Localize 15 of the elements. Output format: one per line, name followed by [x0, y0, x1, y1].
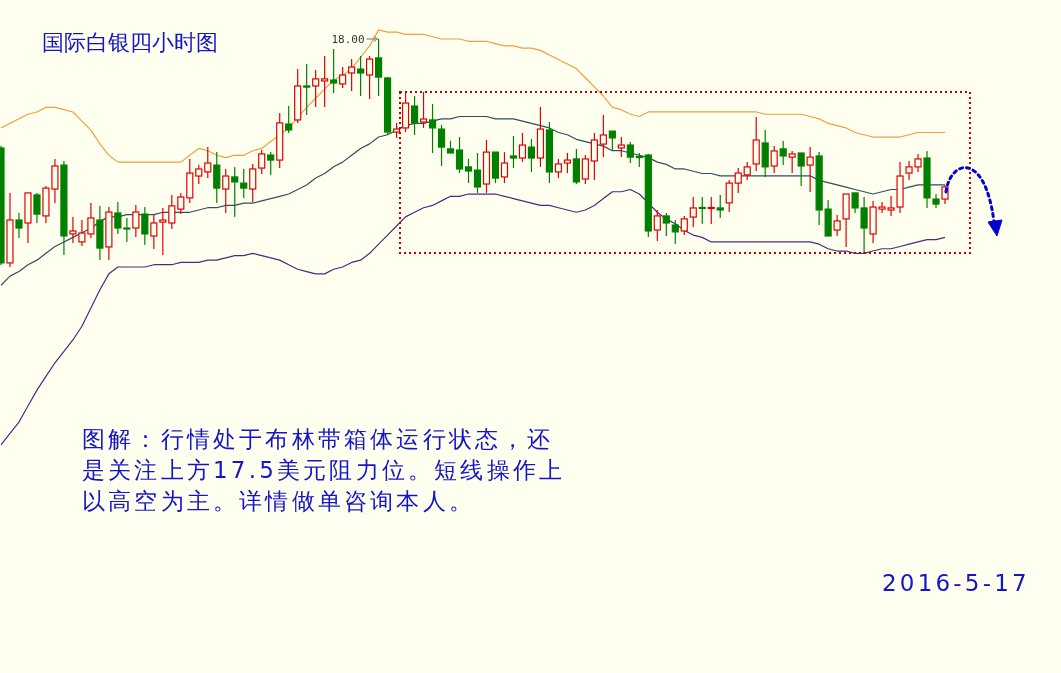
- candlestick: [303, 63, 311, 116]
- text: 图解：行情处于布林带箱体运行状态，还是关注上方17.5美元阻力位。短线操作上以高空为主。详情做单咨询本人。: [82, 425, 567, 516]
- chart-title: 国际白银四小时图: [42, 30, 218, 55]
- candlestick: [15, 212, 23, 239]
- candlestick: [6, 192, 14, 268]
- candlestick: [806, 146, 814, 193]
- candlestick: [60, 160, 68, 256]
- annotation: 18.00: [331, 33, 365, 46]
- candlestick: [321, 55, 329, 108]
- candlestick: [833, 214, 841, 237]
- candlestick: [33, 192, 41, 224]
- candlestick: [105, 206, 113, 261]
- text: 2016-5-17: [882, 569, 1031, 598]
- candlestick: [96, 205, 104, 261]
- candlestick: [132, 204, 140, 238]
